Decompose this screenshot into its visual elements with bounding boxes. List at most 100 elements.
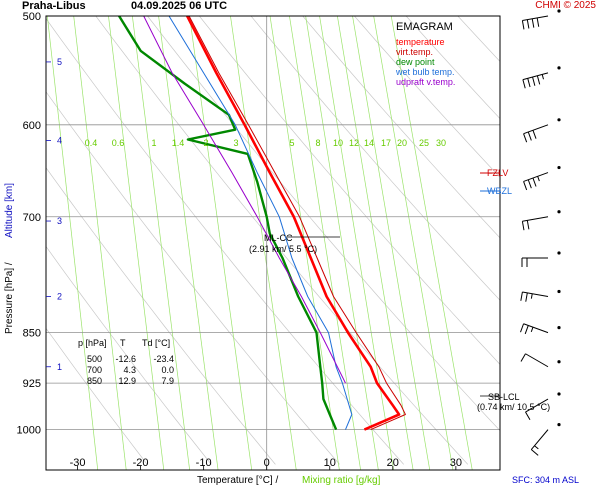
temperature-tick-label: -10	[196, 457, 212, 469]
altitude-tick-label: 3	[57, 216, 62, 226]
wind-barb-staff	[522, 72, 549, 81]
mixing-ratio-label: 25	[419, 138, 429, 148]
wind-barb-flag	[526, 19, 530, 29]
dry-adiabat	[538, 0, 600, 464]
wind-barb-flag	[532, 177, 537, 187]
pressure-tick-label: 600	[23, 120, 41, 132]
sfc-label: SFC: 304 m ASL	[512, 475, 579, 485]
legend-item: udpraft v.temp.	[396, 77, 455, 87]
wind-barb-dot	[557, 392, 561, 396]
wind-barb-dot	[557, 210, 561, 214]
mixing-ratio-label: 8	[315, 138, 320, 148]
table-header: Td [°C]	[142, 338, 170, 348]
ml-cc-value: (2.91 km/ 5.5 °C)	[249, 244, 317, 254]
wind-barb-staff	[522, 216, 549, 222]
mixing-ratio-line	[305, 16, 379, 470]
wind-barb-flag	[520, 291, 523, 301]
table-cell: 4.3	[123, 365, 136, 375]
temperature-tick-label: 20	[387, 457, 399, 469]
x-axis-title: Temperature [°C] /	[197, 475, 278, 486]
wind-barb-half	[534, 445, 539, 450]
mixing-ratio-line	[352, 16, 431, 470]
wind-barb-staff	[530, 429, 549, 450]
table-cell: 0.0	[161, 365, 174, 375]
table-cell: 850	[87, 376, 102, 386]
wind-barb-dot	[557, 326, 561, 330]
dry-adiabat	[589, 0, 600, 464]
legend-item: dew point	[396, 57, 435, 67]
table-header: T	[120, 338, 126, 348]
plot-frame	[45, 15, 501, 471]
wind-barb-staff	[522, 291, 549, 297]
copyright: CHMI © 2025	[535, 0, 596, 11]
wbzl-label: WBZL	[487, 186, 512, 196]
series-temperatureline	[186, 16, 401, 431]
table-cell: -12.6	[115, 354, 136, 364]
legend-title: EMAGRAM	[396, 21, 453, 33]
wind-barb-flag	[532, 130, 537, 139]
wind-barb-dot	[557, 251, 561, 255]
wind-barb-flag	[527, 131, 532, 141]
dry-adiabat	[46, 245, 212, 465]
wind-barb-flag	[524, 325, 529, 335]
wind-barb-staff	[522, 15, 549, 22]
series-udpraft-v-temp-line	[143, 16, 346, 384]
wind-barb-flag	[520, 323, 525, 333]
wind-barb-dot	[557, 165, 561, 170]
dry-adiabat	[46, 18, 404, 465]
temperature-tick-label: 30	[450, 457, 462, 469]
wind-barb-flag	[531, 18, 535, 28]
series-virt-temp-line	[188, 16, 406, 431]
dry-adiabat	[46, 167, 276, 465]
wind-barb-dot	[557, 9, 561, 13]
dry-adiabat	[198, 16, 500, 365]
mixing-ratio-line	[189, 16, 253, 470]
pressure-tick-label: 850	[23, 328, 41, 340]
dry-adiabat	[46, 91, 340, 465]
dry-adiabat	[353, 16, 500, 178]
wind-barb-flag	[532, 76, 536, 86]
fzlv-label: FZLV	[487, 168, 508, 178]
wind-barb-flag	[527, 179, 532, 189]
mixing-ratio-line	[132, 16, 190, 470]
wind-barb-half	[537, 176, 540, 182]
wind-barb-flag	[526, 220, 530, 230]
mixing-ratio-line	[390, 16, 473, 470]
wind-barb-flag	[536, 17, 540, 27]
table-cell: 7.9	[161, 376, 174, 386]
mixing-ratio-label: 0.4	[85, 138, 98, 148]
sb-lcl-value: (0.74 km/ 10.5 °C)	[477, 402, 550, 412]
x-axis-title-mix: Mixing ratio [g/kg]	[302, 475, 381, 486]
wind-barb-staff	[523, 323, 549, 334]
table-cell: -23.4	[153, 354, 174, 364]
table-header: p [hPa]	[78, 338, 107, 348]
table-cell: 500	[87, 354, 102, 364]
mixing-ratio-label: 0.6	[112, 138, 125, 148]
y-axis-title: Pressure [hPa] /	[4, 262, 15, 334]
mixing-ratio-line	[46, 16, 99, 470]
mixing-ratio-line	[337, 16, 414, 470]
station-title: Praha-Libus	[22, 0, 86, 12]
ml-cc-label: ML-CC	[264, 233, 293, 243]
wind-barb-staff	[523, 124, 549, 135]
altitude-tick-label: 5	[57, 57, 62, 67]
y-axis-title-alt: Altitude [km]	[4, 183, 15, 238]
wind-barb-half	[541, 74, 544, 80]
mixing-ratio-line	[158, 16, 219, 470]
mixing-ratio-line	[319, 16, 394, 470]
mixing-ratio-line	[73, 16, 127, 470]
temperature-tick-label: 0	[264, 457, 270, 469]
datetime-title: 04.09.2025 06 UTC	[131, 0, 228, 12]
mixing-ratio-line	[230, 16, 297, 470]
dry-adiabat	[147, 16, 500, 432]
mixing-ratio-line	[289, 16, 361, 470]
legend-item: virt.temp.	[396, 47, 433, 57]
dry-adiabat	[250, 16, 500, 301]
wind-barb-dot	[557, 118, 561, 122]
wind-barb-dot	[557, 423, 561, 427]
series-wet-bulb-temp-line	[168, 16, 353, 430]
sb-lcl-label: SB-LCL	[488, 392, 520, 402]
wind-barb-flag	[520, 353, 526, 362]
wind-barb-staff	[525, 353, 549, 368]
mixing-ratio-line	[108, 16, 165, 470]
